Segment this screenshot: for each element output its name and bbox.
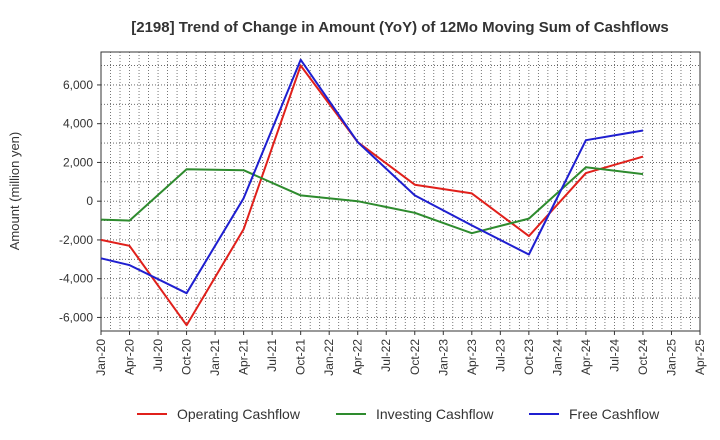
y-tick-label: 4,000 [63,117,93,131]
x-tick-label: Jan-22 [322,339,336,376]
x-tick-label: Apr-22 [351,339,365,375]
x-tick-label: Jan-21 [208,339,222,376]
x-tick-label: Jul-20 [151,339,165,372]
y-tick-label: 0 [86,194,93,208]
legend-label-investing-cashflow: Investing Cashflow [376,406,494,422]
x-tick-label: Apr-25 [693,339,707,375]
x-tick-label: Apr-20 [123,339,137,375]
x-tick-label: Jan-24 [550,339,564,376]
y-tick-label: -4,000 [59,272,93,286]
plot-area [100,51,701,332]
x-tick-label: Jul-23 [493,339,507,372]
x-tick-label: Jul-22 [379,339,393,372]
x-tick-label: Oct-20 [180,339,194,375]
x-tick-label: Jan-20 [94,339,108,376]
legend-label-free-cashflow: Free Cashflow [569,406,660,422]
legend: Operating Cashflow Investing Cashflow Free… [137,406,660,422]
x-tick-label: Oct-23 [522,339,536,375]
x-tick-label: Apr-24 [579,339,593,375]
x-tick-label: Oct-21 [294,339,308,375]
grid-lines [101,52,700,331]
y-tick-label: -2,000 [59,233,93,247]
y-tick-label: -6,000 [59,310,93,324]
legend-label-operating-cashflow: Operating Cashflow [177,406,301,422]
series-group [100,58,644,327]
y-axis-label: Amount (million yen) [7,132,22,251]
x-tick-label: Oct-22 [408,339,422,375]
series-line-free-cashflow [100,58,644,295]
plot-frame [100,51,701,332]
x-tick-label: Jul-21 [265,339,279,372]
x-tick-label: Jan-25 [664,339,678,376]
x-tick-label: Jul-24 [607,339,621,372]
chart-title: [2198] Trend of Change in Amount (YoY) o… [131,19,669,36]
x-tick-label: Oct-24 [636,339,650,375]
y-tick-label: 2,000 [63,155,93,169]
x-tick-label: Apr-21 [237,339,251,375]
y-axis: -6,000 -4,000 -2,000 0 2,000 4,000 6,000 [59,78,101,324]
series-line-investing-cashflow [100,166,644,235]
x-axis: Jan-20 Apr-20 Jul-20 Oct-20 Jan-21 Apr-21 Jul-… [94,331,707,376]
x-tick-label: Jan-23 [436,339,450,376]
y-tick-label: 6,000 [63,78,93,92]
x-tick-label: Apr-23 [465,339,479,375]
